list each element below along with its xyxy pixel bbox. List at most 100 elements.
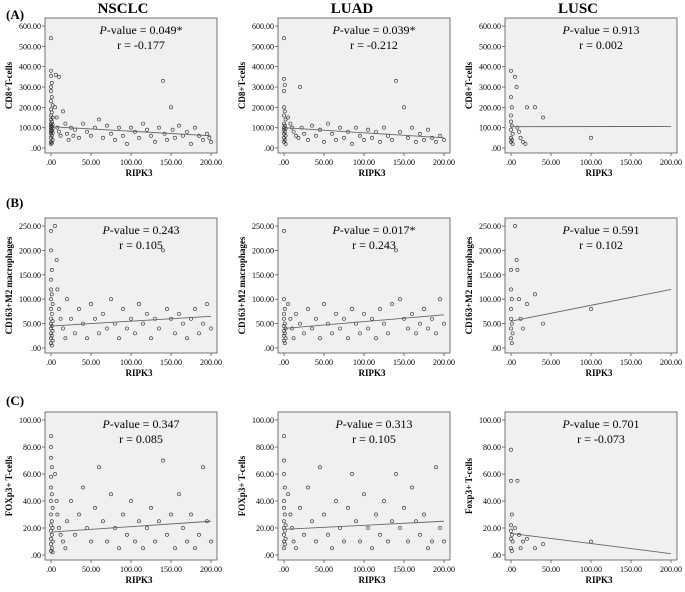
data-point (509, 307, 513, 311)
data-point (89, 539, 93, 544)
data-point (509, 447, 513, 452)
data-point (50, 302, 55, 306)
plot-area (277, 17, 451, 154)
data-point (117, 546, 121, 551)
x-tick-label: 200.00 (200, 158, 222, 167)
data-point (161, 458, 165, 463)
data-point (50, 526, 55, 530)
data-point (197, 133, 201, 138)
data-point (414, 331, 418, 336)
data-point (49, 99, 53, 104)
data-point (509, 297, 514, 302)
x-tick-label: 50.00 (542, 358, 560, 367)
data-point (197, 331, 201, 336)
data-point (314, 539, 318, 544)
data-point (358, 539, 362, 544)
regression-line (510, 288, 672, 322)
data-point (442, 137, 446, 142)
y-axis-label: CD8+T-cells (4, 61, 14, 109)
data-point (282, 137, 287, 142)
p-value-text: -value = 0.049* (107, 23, 183, 37)
x-tick-label: 200.00 (200, 358, 222, 367)
data-point (129, 499, 133, 503)
data-point (362, 492, 366, 497)
data-point (513, 224, 517, 228)
data-point (326, 321, 330, 326)
data-point (55, 512, 60, 517)
data-point (346, 336, 350, 341)
data-point (509, 549, 514, 553)
data-point (141, 546, 145, 551)
x-tick-label: 50.00 (315, 158, 333, 167)
r-value-annotation: r = 0.102 (579, 238, 623, 252)
y-tick-label: 400.00 (19, 63, 41, 72)
data-point (366, 127, 370, 132)
data-point (390, 302, 394, 306)
data-point (193, 125, 197, 130)
r-value-annotation: r = -0.177 (117, 38, 165, 52)
data-point (525, 536, 529, 541)
data-point (518, 135, 523, 140)
data-point (282, 329, 286, 333)
r-value-annotation: r = 0.105 (352, 432, 396, 446)
regression-line (50, 520, 212, 533)
data-point (442, 539, 446, 544)
data-point (282, 76, 286, 81)
data-point (125, 142, 129, 146)
data-point (49, 292, 54, 297)
data-point (185, 129, 189, 134)
data-point (509, 127, 513, 132)
y-tick-label: 40.00 (23, 497, 41, 506)
data-point (378, 532, 382, 537)
data-point (65, 131, 69, 136)
data-point (181, 526, 185, 530)
data-point (282, 458, 286, 463)
data-point (410, 125, 414, 130)
data-point (282, 105, 286, 110)
x-tick-label: .00 (46, 158, 56, 167)
data-point (358, 133, 362, 138)
x-tick-label: 200.00 (660, 158, 682, 167)
data-point (430, 316, 434, 321)
data-point (513, 74, 517, 79)
data-point (326, 532, 330, 537)
x-tick-label: 150.00 (620, 565, 642, 574)
y-tick-label: 150.00 (252, 271, 274, 280)
data-point (49, 434, 53, 439)
data-point (350, 472, 354, 476)
data-point (49, 73, 53, 78)
data-point (49, 248, 53, 253)
data-point (50, 550, 55, 555)
data-point (422, 307, 426, 311)
data-point (282, 135, 286, 140)
data-point (514, 85, 519, 89)
scatter-panel-a-lusc: .00 50.00 100.00 150.00 200.00 .00 100.00 200.0… (464, 17, 682, 178)
data-point (282, 36, 286, 41)
x-tick-label: 100.00 (120, 158, 142, 167)
data-point (117, 125, 121, 130)
y-tick-label: 100.00 (19, 416, 41, 425)
data-point (509, 326, 513, 331)
data-point (50, 103, 55, 108)
data-point (121, 512, 125, 517)
y-tick-label: .00 (31, 144, 41, 153)
data-point (173, 135, 177, 140)
data-point (509, 478, 513, 483)
data-point (286, 492, 290, 497)
data-point (185, 336, 189, 341)
data-point (298, 505, 302, 510)
p-letter: P (101, 223, 110, 237)
data-point (306, 307, 310, 311)
data-point (209, 539, 213, 544)
data-point (101, 519, 105, 524)
data-point (129, 125, 133, 130)
data-point (402, 105, 406, 110)
data-point (282, 89, 286, 93)
data-point (406, 135, 410, 140)
y-tick-label: 80.00 (256, 443, 274, 452)
x-tick-label: 100.00 (353, 565, 375, 574)
data-point (181, 321, 185, 326)
data-point (418, 532, 422, 537)
scatter-panel-c-luad: .00 50.00 100.00 150.00 200.00 .00 20.00 40.00 6… (237, 411, 455, 585)
data-point (282, 228, 286, 233)
